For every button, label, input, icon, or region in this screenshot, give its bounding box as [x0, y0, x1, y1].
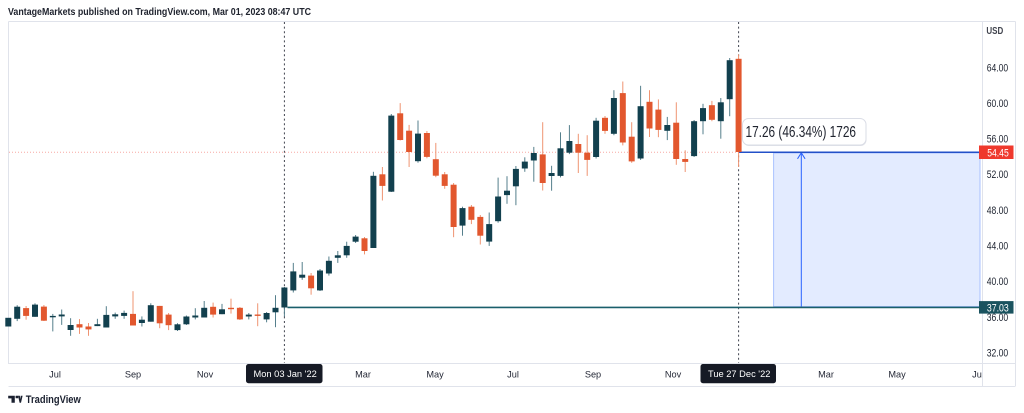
- svg-text:52.00: 52.00: [987, 169, 1009, 181]
- svg-text:Nov: Nov: [665, 370, 682, 380]
- svg-text:USD: USD: [986, 25, 1003, 37]
- svg-text:May: May: [888, 370, 906, 380]
- svg-text:40.00: 40.00: [987, 276, 1009, 288]
- svg-text:Mar: Mar: [818, 370, 834, 380]
- svg-text:Mon 03 Jan '22: Mon 03 Jan '22: [254, 369, 317, 379]
- svg-text:Jul: Jul: [507, 370, 519, 380]
- svg-text:36.00: 36.00: [987, 312, 1009, 324]
- svg-text:44.00: 44.00: [987, 240, 1009, 252]
- svg-text:Jul: Jul: [49, 370, 61, 380]
- svg-text:VantageMarkets published on Tr: VantageMarkets published on TradingView.…: [8, 7, 311, 18]
- svg-text:May: May: [426, 370, 444, 380]
- svg-text:60.00: 60.00: [987, 98, 1009, 110]
- svg-text:32.00: 32.00: [987, 347, 1009, 359]
- svg-text:Sep: Sep: [585, 370, 601, 380]
- svg-text:56.00: 56.00: [987, 134, 1009, 146]
- svg-text:48.00: 48.00: [987, 205, 1009, 217]
- svg-text:Sep: Sep: [125, 370, 141, 380]
- svg-text:Mar: Mar: [355, 370, 371, 380]
- svg-text:37.03: 37.03: [987, 302, 1009, 314]
- svg-text:17.26 (46.34%) 1726: 17.26 (46.34%) 1726: [746, 124, 857, 141]
- svg-text:64.00: 64.00: [987, 62, 1009, 74]
- svg-text:Nov: Nov: [197, 370, 214, 380]
- svg-text:54.45: 54.45: [987, 147, 1009, 159]
- svg-text:Jul: Jul: [972, 370, 984, 380]
- svg-text:Tue 27 Dec '22: Tue 27 Dec '22: [708, 369, 770, 379]
- svg-text:TradingView: TradingView: [26, 394, 82, 406]
